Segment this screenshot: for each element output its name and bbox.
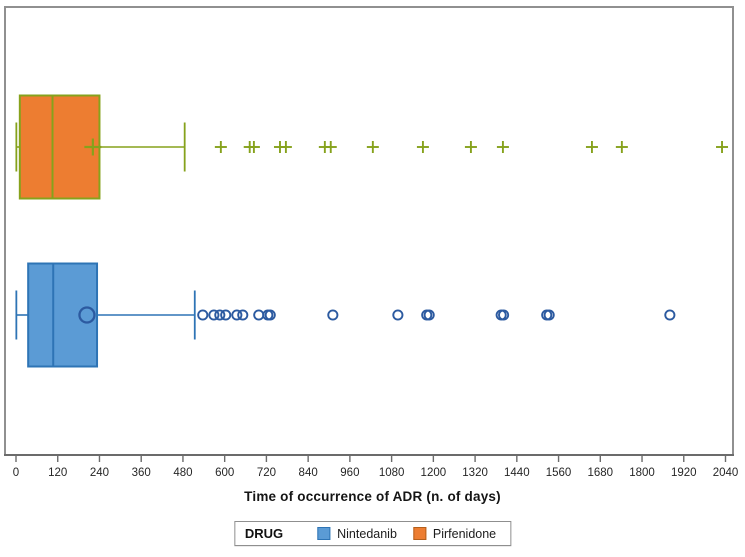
x-tick-label: 1680: [587, 467, 613, 479]
outlier-marker: [543, 309, 555, 321]
legend-label: Nintedanib: [337, 526, 397, 541]
outlier-marker: [253, 309, 265, 321]
outlier-marker: [197, 309, 209, 321]
x-tick-label: 1920: [671, 467, 697, 479]
x-tick-label: 1800: [629, 467, 655, 479]
x-tick-label: 1080: [379, 467, 405, 479]
outlier-marker: [392, 309, 404, 321]
outlier-marker: [327, 309, 339, 321]
legend-title: DRUG: [244, 526, 284, 541]
x-tick-label: 1320: [462, 467, 488, 479]
legend-box: DRUG Nintedanib Pirfenidone: [233, 521, 512, 546]
outlier-marker: [423, 309, 435, 321]
outlier-marker: [664, 309, 676, 321]
legend-item-nintedanib: Nintedanib: [317, 527, 397, 541]
x-tick-label: 1200: [421, 467, 447, 479]
box-nintedanib: [27, 262, 99, 368]
plot-border: [4, 6, 734, 456]
x-tick-label: 0: [13, 467, 19, 479]
outlier-marker: [220, 309, 232, 321]
boxplot-canvas: 0 120 240 360 480 600 720 840 960 1080 1200 1320 144…: [4, 6, 739, 479]
x-tick-label: 360: [132, 467, 151, 479]
legend-label: Pirfenidone: [432, 526, 497, 541]
x-axis-title: Time of occurrence of ADR (n. of days): [244, 489, 501, 504]
x-tick-label: 480: [173, 467, 192, 479]
x-tick-label: 960: [340, 467, 359, 479]
outlier-marker: [214, 309, 226, 321]
outlier-marker: [208, 309, 220, 321]
plot-area: 0 120 240 360 480 600 720 840 960 1080 1200 1320 144…: [4, 6, 739, 479]
outlier-marker: [237, 309, 249, 321]
x-tick-label: 720: [257, 467, 276, 479]
x-tick-label: 840: [299, 467, 318, 479]
outlier-marker: [231, 309, 243, 321]
x-tick-label: 120: [48, 467, 67, 479]
x-tick-label: 600: [215, 467, 234, 479]
outlier-marker: [264, 309, 276, 321]
x-tick-label: 1560: [546, 467, 572, 479]
mean-marker: [78, 306, 96, 324]
x-tick-label: 240: [90, 467, 109, 479]
nintedanib-swatch-icon: [317, 527, 331, 540]
pirfenidone-swatch-icon: [412, 527, 426, 540]
x-tick-label: 1440: [504, 467, 530, 479]
x-tick-label: 2040: [713, 467, 739, 479]
outlier-marker: [498, 309, 510, 321]
legend-item-pirfenidone: Pirfenidone: [412, 526, 497, 541]
